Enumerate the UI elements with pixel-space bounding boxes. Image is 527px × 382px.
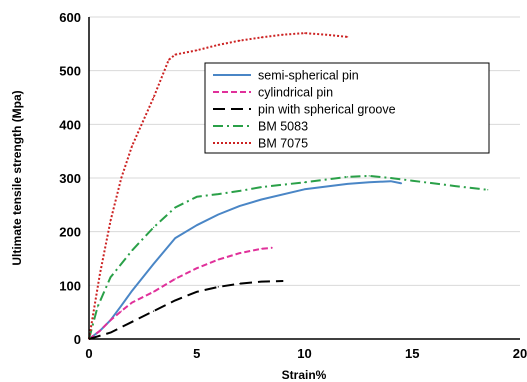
data-point [153, 96, 155, 99]
data-point [196, 49, 198, 51]
x-tick-label: 20 [513, 346, 527, 361]
y-tick-label: 200 [59, 225, 81, 240]
data-point [260, 36, 262, 39]
data-point [303, 181, 306, 183]
data-point [109, 319, 112, 321]
legend-box [204, 62, 490, 154]
data-point [99, 274, 101, 276]
series-line [88, 174, 488, 340]
y-tick-label: 600 [59, 10, 81, 25]
y-tick-label: 400 [59, 117, 81, 132]
data-point [454, 185, 456, 187]
data-point [196, 291, 198, 293]
x-axis-title: Strain% [282, 368, 327, 382]
data-point [153, 226, 155, 228]
legend-label: BM 5083 [258, 120, 308, 134]
data-point [239, 283, 241, 285]
data-point [239, 40, 241, 42]
data-point [109, 276, 112, 278]
data-point [411, 180, 413, 182]
y-tick-label: 0 [74, 332, 81, 347]
legend-label: pin with spherical groove [258, 103, 396, 117]
data-point [368, 181, 370, 183]
data-point [368, 175, 370, 177]
legend: semi-spherical pin cylindrical pin pin wit… [204, 62, 490, 154]
legend-label: cylindrical pin [258, 86, 333, 100]
y-tick-label: 300 [59, 171, 81, 186]
data-point [120, 305, 122, 307]
data-point [217, 286, 219, 288]
data-point [400, 182, 403, 184]
y-tick-label: 100 [59, 278, 81, 293]
data-point [196, 224, 198, 226]
series-line [88, 280, 284, 340]
x-tick-label: 0 [85, 346, 92, 361]
data-point [196, 196, 198, 198]
data-point [97, 306, 99, 308]
data-point [347, 36, 349, 38]
data-point [347, 176, 349, 178]
x-tick-label: 10 [297, 346, 311, 361]
data-point [153, 310, 155, 312]
data-point [217, 259, 219, 261]
data-point [239, 205, 241, 207]
legend-label: BM 7075 [258, 137, 308, 151]
data-point [99, 330, 101, 332]
data-point [390, 177, 392, 179]
x-tick-label: 15 [405, 346, 419, 361]
y-axis-title: Ultimate tensile strength (Mpa) [10, 90, 24, 265]
series-line [88, 32, 348, 340]
series-2 [88, 246, 273, 340]
data-point [196, 267, 198, 269]
data-point [120, 177, 122, 179]
data-point [120, 310, 122, 312]
data-point [239, 190, 241, 192]
x-tick-label: 5 [193, 346, 200, 361]
y-tick-label: 500 [59, 64, 81, 79]
series-line [88, 246, 273, 340]
data-point [239, 252, 241, 254]
data-point [260, 281, 262, 283]
data-point [282, 280, 284, 282]
data-point [131, 249, 133, 251]
data-point [109, 220, 112, 222]
data-point [153, 291, 155, 293]
data-point [217, 193, 219, 195]
data-point [131, 301, 133, 304]
series-4 [88, 174, 489, 340]
data-point [347, 183, 349, 185]
data-point [109, 332, 112, 334]
data-point [260, 248, 262, 250]
data-point [390, 180, 392, 182]
data-point [303, 188, 306, 190]
data-point [131, 290, 133, 292]
data-point [325, 34, 327, 36]
data-point [217, 44, 219, 46]
data-point [260, 198, 262, 201]
series-line [88, 180, 402, 340]
data-point [153, 263, 155, 265]
data-point [168, 59, 170, 61]
data-point [271, 247, 273, 249]
tick-labels: 0 100 200 300 400 500 600 0 5 10 15 20 [59, 10, 527, 361]
series-3 [88, 280, 284, 340]
data-point [282, 34, 284, 36]
series-1 [88, 180, 403, 340]
data-point [174, 206, 176, 209]
data-point [174, 54, 176, 56]
data-point [174, 299, 176, 301]
data-point [131, 321, 133, 323]
data-point [174, 278, 176, 280]
data-point [217, 213, 219, 216]
axes [88, 17, 520, 340]
data-point [303, 32, 306, 34]
data-point [487, 189, 489, 191]
series-lines [88, 32, 489, 340]
data-point [260, 186, 262, 188]
data-point [120, 263, 122, 265]
data-point [131, 145, 133, 147]
legend-label: semi-spherical pin [258, 69, 359, 83]
data-point [174, 237, 176, 239]
